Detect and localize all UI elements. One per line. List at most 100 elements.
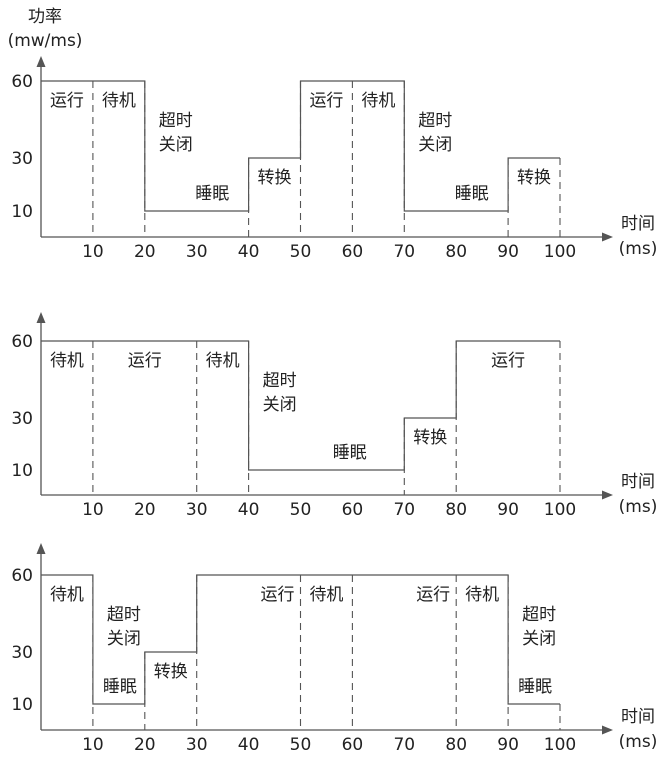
state-segment: 待机	[102, 91, 136, 111]
x-axis-unit: (ms)	[619, 732, 658, 752]
x-tick-label: 50	[290, 242, 312, 262]
y-axis-title: 功率 (mw/ms)	[8, 7, 83, 51]
x-axis-title: 时间	[621, 472, 655, 492]
x-axis-arrow-icon	[602, 232, 613, 242]
state-label-sleep: 睡眠	[103, 677, 137, 697]
state-label: 运行	[50, 91, 84, 111]
axes	[40, 66, 606, 238]
state-label-timeout: 超时	[522, 605, 556, 625]
state-label-sleep: 睡眠	[518, 677, 552, 697]
y-tick-label: 60	[11, 332, 33, 352]
state-segment: 运行	[309, 91, 343, 111]
x-tick-label: 30	[186, 242, 208, 262]
x-tick-label: 70	[393, 735, 415, 755]
x-tick-label: 90	[497, 500, 519, 520]
y-tick-label: 60	[11, 72, 33, 92]
state-segment: 转换	[413, 428, 447, 448]
x-tick-label: 60	[342, 735, 364, 755]
axes	[40, 322, 606, 496]
state-label: 转换	[258, 168, 292, 188]
state-label: 运行	[261, 585, 295, 605]
state-label: 转换	[413, 428, 447, 448]
state-segment: 运行	[50, 91, 84, 111]
state-label: 待机	[50, 585, 84, 605]
state-segment: 运行	[416, 585, 450, 605]
x-tick-label: 100	[544, 500, 576, 520]
y-tick-label: 10	[11, 695, 33, 715]
x-axis-unit: (ms)	[619, 239, 658, 259]
x-tick-label: 100	[544, 735, 576, 755]
state-label: 待机	[50, 351, 84, 371]
x-tick-label: 50	[290, 500, 312, 520]
state-label: 运行	[491, 351, 525, 371]
x-axis-unit: (ms)	[619, 497, 658, 517]
state-label: 运行	[128, 351, 162, 371]
x-tick-label: 40	[238, 500, 260, 520]
state-label-timeout: 关闭	[522, 629, 556, 649]
state-label-timeout: 超时	[418, 111, 452, 131]
state-label-timeout: 关闭	[418, 135, 452, 155]
y-tick-label: 30	[11, 643, 33, 663]
x-tick-label: 30	[186, 735, 208, 755]
x-tick-label: 90	[497, 242, 519, 262]
x-tick-label: 10	[82, 242, 104, 262]
state-segment: 待机	[309, 585, 343, 605]
state-label: 待机	[465, 585, 499, 605]
x-tick-label: 20	[134, 242, 156, 262]
state-segment: 转换	[154, 662, 188, 682]
state-label: 待机	[102, 91, 136, 111]
y-axis-arrow-icon	[36, 543, 46, 554]
y-axis-arrow-icon	[36, 56, 46, 67]
x-axis-title: 时间	[621, 707, 655, 727]
x-tick-label: 40	[238, 242, 260, 262]
state-segment: 运行	[261, 585, 295, 605]
state-segment: 待机	[50, 585, 84, 605]
state-label: 运行	[309, 91, 343, 111]
state-label-timeout: 超时	[107, 605, 141, 625]
x-tick-label: 70	[393, 242, 415, 262]
state-label: 待机	[309, 585, 343, 605]
x-tick-label: 100	[544, 242, 576, 262]
state-segment: 待机	[361, 91, 395, 111]
y-axis-arrow-icon	[36, 312, 46, 323]
state-label: 待机	[361, 91, 395, 111]
x-tick-label: 20	[134, 735, 156, 755]
y-axis-title-label: 功率	[28, 7, 62, 27]
state-label: 转换	[517, 168, 551, 188]
state-segment: 待机	[50, 351, 84, 371]
y-tick-label: 10	[11, 461, 33, 481]
state-segment: 转换	[517, 168, 551, 188]
diagram-3: 时间 (ms) 60 30 10 10 20 30 40 50 60 70 80 90 100 待机超时关闭睡…	[11, 543, 657, 755]
state-segment: 转换	[258, 168, 292, 188]
state-label-timeout: 超时	[159, 111, 193, 131]
x-tick-label: 40	[238, 735, 260, 755]
state-label-timeout: 关闭	[263, 395, 297, 415]
state-label: 待机	[206, 351, 240, 371]
state-label-timeout: 超时	[263, 371, 297, 391]
x-tick-label: 80	[445, 242, 467, 262]
state-segment: 运行	[491, 351, 525, 371]
state-label-timeout: 关闭	[159, 135, 193, 155]
y-axis-unit-label: (mw/ms)	[8, 31, 83, 51]
diagram-2: 时间 (ms) 60 30 10 10 20 30 40 50 60 70 80 90 100 待机 运行 待机超…	[11, 312, 657, 520]
state-label: 转换	[154, 662, 188, 682]
x-tick-label: 30	[186, 500, 208, 520]
x-tick-label: 80	[445, 735, 467, 755]
y-tick-label: 30	[11, 409, 33, 429]
state-label-sleep: 睡眠	[195, 184, 229, 204]
x-tick-label: 70	[393, 500, 415, 520]
y-tick-label: 30	[11, 149, 33, 169]
state-label-timeout: 关闭	[107, 629, 141, 649]
state-segment: 运行	[128, 351, 162, 371]
x-tick-label: 60	[342, 500, 364, 520]
y-tick-label: 10	[11, 202, 33, 222]
x-axis-arrow-icon	[602, 490, 613, 500]
power-trace	[41, 340, 560, 471]
state-label-sleep: 睡眠	[333, 443, 367, 463]
state-segment: 待机	[206, 351, 240, 371]
